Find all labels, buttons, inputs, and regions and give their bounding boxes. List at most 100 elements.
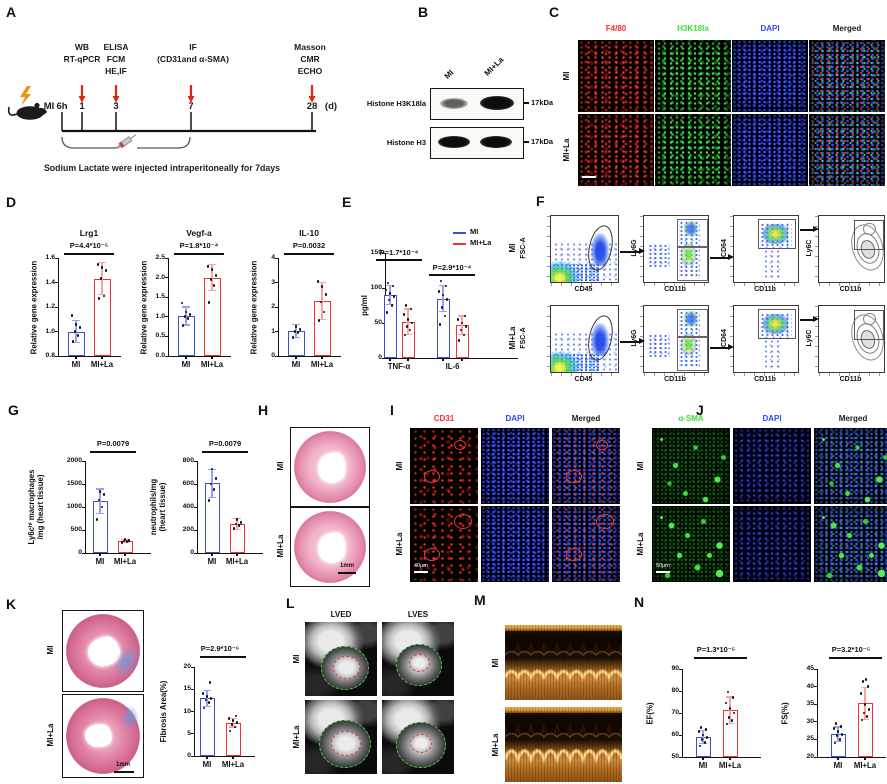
error-bar bbox=[837, 727, 839, 742]
lightning-icon bbox=[20, 86, 31, 106]
error-cap bbox=[96, 513, 104, 515]
flow-cluster bbox=[551, 260, 580, 282]
data-point bbox=[701, 733, 705, 737]
scale-bar-label: 1mm bbox=[340, 563, 355, 569]
chart-plot-area bbox=[58, 258, 121, 357]
vessel-ring bbox=[566, 548, 582, 561]
assay-label: CMR bbox=[300, 54, 319, 64]
data-point bbox=[441, 293, 445, 297]
bar-chart-vegfa: Vegf-a 0.0 0.5 1.0 1.5 2.0 2.5 MI MI+La P=1.8*10⁻… bbox=[138, 224, 338, 394]
data-point bbox=[205, 694, 209, 698]
x-category-label: MI+La bbox=[225, 557, 249, 566]
error-cap bbox=[458, 333, 466, 335]
data-point bbox=[210, 467, 214, 471]
flow-x-axis-label: CD11b bbox=[754, 286, 776, 293]
scale-bar bbox=[414, 571, 428, 573]
y-tick bbox=[194, 552, 197, 554]
y-tick-label: 15 bbox=[183, 685, 191, 693]
significance-line bbox=[429, 274, 475, 276]
data-point bbox=[95, 518, 99, 522]
x-tick bbox=[407, 358, 409, 361]
channel-header: CD31 bbox=[433, 414, 455, 423]
wb-band-mi bbox=[438, 136, 470, 148]
panel-m-label: M bbox=[474, 592, 486, 608]
channel-header: H3K18la bbox=[677, 24, 709, 33]
y-tick-label: 20 bbox=[183, 663, 191, 670]
masson-heart-section bbox=[62, 694, 144, 778]
y-tick-label: 0.8 bbox=[45, 352, 55, 359]
error-cap bbox=[98, 294, 106, 296]
y-tick bbox=[275, 355, 278, 357]
significance-line bbox=[376, 259, 422, 261]
significance-line bbox=[284, 253, 334, 255]
data-point bbox=[724, 701, 728, 705]
channel-header: Merged bbox=[571, 414, 601, 423]
chart-title: IL-10 bbox=[299, 228, 319, 238]
data-point bbox=[390, 304, 394, 307]
data-point bbox=[732, 711, 736, 715]
y-tick bbox=[275, 306, 278, 308]
error-cap bbox=[182, 324, 190, 326]
data-point bbox=[209, 278, 213, 281]
y-tick bbox=[165, 296, 168, 298]
chart-plot-area bbox=[85, 461, 151, 554]
data-point bbox=[861, 679, 865, 683]
row-group-label: MI+La bbox=[276, 534, 285, 558]
y-axis-label: Fibrosis Area(%) bbox=[158, 680, 168, 743]
data-point bbox=[725, 722, 729, 726]
flow-cluster bbox=[591, 323, 609, 357]
assay-label: ELISA bbox=[103, 42, 128, 52]
data-point bbox=[832, 727, 836, 731]
error-cap bbox=[208, 264, 216, 266]
if-image-i-dapi-mila bbox=[481, 506, 549, 582]
chart-plot-area bbox=[278, 258, 341, 357]
data-point bbox=[437, 290, 441, 293]
y-tick-label: 1.0 bbox=[45, 327, 55, 335]
flow-cluster bbox=[677, 337, 708, 372]
data-point bbox=[462, 333, 466, 337]
y-tick bbox=[191, 755, 194, 757]
endocardium-contour bbox=[333, 656, 360, 679]
data-point bbox=[438, 323, 442, 326]
channel-header: DAPI bbox=[505, 414, 525, 423]
x-category-label: MI bbox=[207, 557, 217, 566]
legend-label: MI bbox=[470, 227, 479, 236]
scale-bar bbox=[656, 571, 670, 573]
mmode-echo-image bbox=[505, 707, 622, 782]
data-point bbox=[208, 681, 212, 684]
significance-line bbox=[90, 451, 136, 453]
data-point bbox=[102, 493, 106, 496]
y-tick bbox=[82, 506, 85, 508]
chart-plot-area bbox=[168, 258, 231, 357]
flow-cluster bbox=[591, 233, 609, 267]
y-tick bbox=[679, 734, 682, 736]
data-point bbox=[214, 476, 218, 480]
echo-trace bbox=[505, 631, 622, 682]
ventricle-lumen bbox=[315, 449, 350, 486]
x-category-label: MI+La bbox=[200, 360, 224, 369]
assay-label: Masson bbox=[294, 42, 326, 52]
y-tick bbox=[191, 711, 194, 713]
x-tick bbox=[389, 358, 391, 361]
flow-cluster bbox=[854, 219, 884, 250]
flow-gate-arrow bbox=[800, 226, 819, 233]
error-bar bbox=[729, 696, 731, 724]
data-point bbox=[207, 300, 211, 304]
panel-g-label: G bbox=[8, 402, 19, 418]
flow-x-axis-label: CD45 bbox=[574, 286, 593, 293]
bar-chart-ly6c: 0 500 1000 1500 2000 MI MI+La P=0.0079 Ly6cʰⁱ ma… bbox=[20, 436, 220, 606]
flow-cluster bbox=[758, 219, 796, 250]
error-cap bbox=[72, 319, 80, 322]
flow-plot-canvas bbox=[551, 216, 618, 282]
timeline-axis bbox=[61, 112, 316, 133]
data-point bbox=[392, 295, 396, 298]
flow-x-axis-label: CD11b bbox=[839, 376, 862, 383]
data-point bbox=[840, 732, 844, 736]
x-tick bbox=[702, 757, 704, 760]
data-point bbox=[456, 318, 460, 321]
y-tick bbox=[82, 460, 85, 462]
error-cap bbox=[203, 705, 211, 707]
flow-plot-canvas bbox=[734, 306, 798, 372]
x-category-label: MI bbox=[202, 760, 212, 769]
row-group-label: MI+La bbox=[562, 138, 571, 162]
